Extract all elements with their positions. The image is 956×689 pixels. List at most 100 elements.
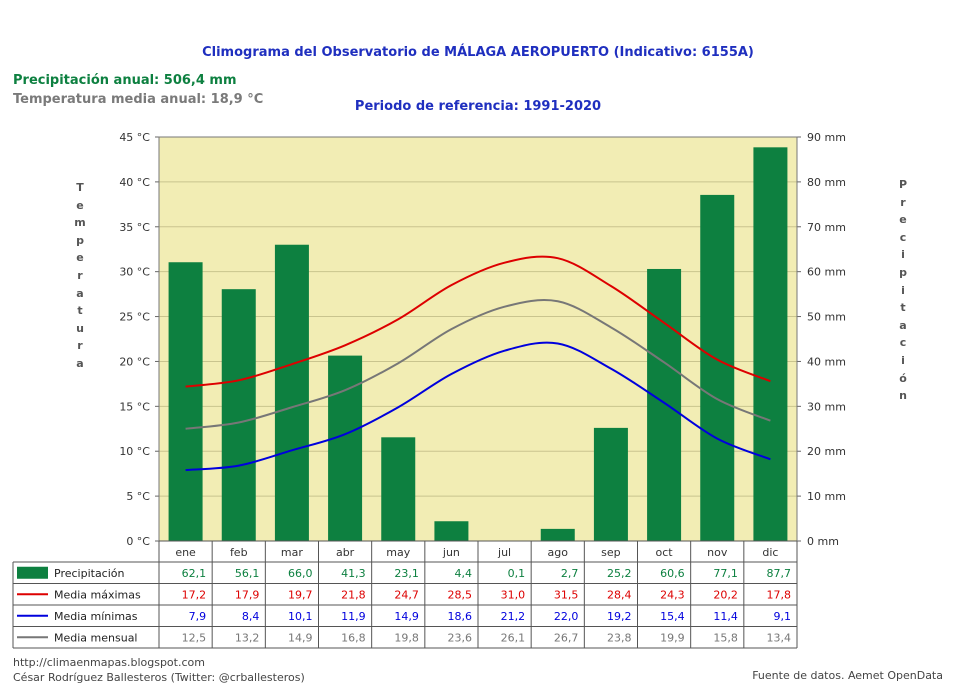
precipitation-bar — [593, 427, 628, 541]
table-cell: 19,9 — [660, 631, 685, 644]
table-cell: 24,7 — [394, 588, 419, 601]
table-cell: 17,9 — [235, 588, 260, 601]
y-tick-label-left: 30 °C — [119, 266, 150, 279]
x-tick-label: dic — [762, 546, 778, 559]
y-tick-label-left: 20 °C — [119, 355, 150, 368]
y-tick-label-left: 10 °C — [119, 445, 150, 458]
table-cell: 22,0 — [554, 610, 579, 623]
precipitation-bar — [168, 262, 203, 541]
table-cell: 17,2 — [182, 588, 207, 601]
y-tick-label-right: 70 mm — [807, 221, 846, 234]
y-tick-label-left: 15 °C — [119, 400, 150, 413]
table-cell: 11,4 — [713, 610, 738, 623]
table-cell: 20,2 — [713, 588, 738, 601]
x-tick-label: abr — [336, 546, 355, 559]
plot-area — [159, 137, 797, 541]
legend-entry: Media mínimas — [54, 610, 138, 623]
precipitation-bar — [381, 437, 416, 541]
table-cell: 28,5 — [448, 588, 473, 601]
table-cell: 7,9 — [189, 610, 207, 623]
table-cell: 31,0 — [501, 588, 526, 601]
legend-entry: Media máximas — [54, 588, 141, 601]
line-media-mínimas — [185, 341, 771, 472]
blog-url: http://climaenmapas.blogspot.com — [13, 656, 205, 669]
y-tick-label-left: 35 °C — [119, 221, 150, 234]
table-cell: 14,9 — [288, 631, 313, 644]
precipitation-bar — [221, 289, 256, 541]
table-cell: 17,8 — [767, 588, 792, 601]
table-cell: 15,4 — [660, 610, 685, 623]
y-tick-label-right: 40 mm — [807, 355, 846, 368]
table-cell: 0,1 — [508, 567, 526, 580]
author-credit: César Rodríguez Ballesteros (Twitter: @c… — [13, 671, 305, 684]
precipitation-bar — [647, 268, 682, 541]
table-cell: 41,3 — [341, 567, 366, 580]
table-cell: 4,4 — [455, 567, 473, 580]
table-cell: 11,9 — [341, 610, 366, 623]
chart-title: Climograma del Observatorio de MÁLAGA AE… — [202, 45, 754, 60]
table-cell: 19,2 — [607, 610, 632, 623]
table-cell: 24,3 — [660, 588, 685, 601]
y-tick-label-left: 25 °C — [119, 311, 150, 324]
x-tick-label: may — [386, 546, 410, 559]
precipitation-bar — [434, 521, 469, 541]
table-cell: 8,4 — [242, 610, 260, 623]
table-cell: 10,1 — [288, 610, 313, 623]
y-tick-label-right: 30 mm — [807, 400, 846, 413]
table-cell: 21,8 — [341, 588, 366, 601]
table-cell: 2,7 — [561, 567, 579, 580]
y-tick-label-right: 90 mm — [807, 131, 846, 144]
table-cell: 13,4 — [767, 631, 792, 644]
y-tick-label-right: 20 mm — [807, 445, 846, 458]
y-tick-label-left: 0 °C — [126, 535, 150, 548]
table-cell: 77,1 — [713, 567, 738, 580]
reference-period: Periodo de referencia: 1991-2020 — [354, 99, 602, 114]
table-cell: 21,2 — [501, 610, 526, 623]
table-cell: 18,6 — [448, 610, 473, 623]
table-cell: 60,6 — [660, 567, 685, 580]
line-media-mensual — [185, 299, 771, 430]
x-tick-label: jul — [497, 546, 511, 559]
x-tick-label: nov — [707, 546, 728, 559]
y-tick-label-right: 60 mm — [807, 266, 846, 279]
table-cell: 13,2 — [235, 631, 260, 644]
x-tick-label: jun — [442, 546, 460, 559]
table-cell: 15,8 — [713, 631, 738, 644]
table-cell: 87,7 — [767, 567, 792, 580]
x-tick-label: sep — [601, 546, 620, 559]
table-cell: 23,1 — [394, 567, 419, 580]
precipitation-bar — [540, 528, 575, 541]
table-cell: 31,5 — [554, 588, 579, 601]
legend-entry: Precipitación — [54, 567, 125, 580]
table-cell: 9,1 — [774, 610, 792, 623]
legend-entry: Media mensual — [54, 631, 138, 644]
y-tick-label-right: 50 mm — [807, 311, 846, 324]
footer-credits: http://climaenmapas.blogspot.com César R… — [13, 655, 305, 685]
y-tick-label-right: 80 mm — [807, 176, 846, 189]
x-tick-label: oct — [656, 546, 674, 559]
precipitation-bar — [700, 194, 735, 541]
table-cell: 66,0 — [288, 567, 313, 580]
table-cell: 62,1 — [182, 567, 207, 580]
y-tick-label-left: 45 °C — [119, 131, 150, 144]
table-cell: 19,8 — [394, 631, 419, 644]
table-cell: 23,8 — [607, 631, 632, 644]
y-tick-label-right: 0 mm — [807, 535, 839, 548]
table-cell: 28,4 — [607, 588, 632, 601]
table-cell: 14,9 — [394, 610, 419, 623]
table-cell: 56,1 — [235, 567, 260, 580]
precipitation-bar — [328, 355, 363, 541]
data-source: Fuente de datos. Aemet OpenData — [752, 669, 943, 682]
y-tick-label-left: 5 °C — [126, 490, 150, 503]
table-cell: 25,2 — [607, 567, 632, 580]
annual-precipitation: Precipitación anual: 506,4 mm — [13, 73, 237, 88]
table-cell: 16,8 — [341, 631, 366, 644]
precipitation-bar — [753, 147, 788, 541]
x-tick-label: ene — [175, 546, 196, 559]
x-tick-label: ago — [548, 546, 569, 559]
table-cell: 12,5 — [182, 631, 207, 644]
table-cell: 26,7 — [554, 631, 579, 644]
